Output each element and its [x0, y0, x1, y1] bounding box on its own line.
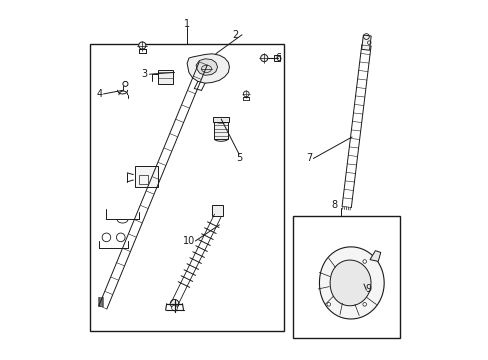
- Circle shape: [139, 42, 145, 49]
- Circle shape: [362, 302, 366, 306]
- Text: 2: 2: [232, 30, 238, 40]
- Text: 9: 9: [365, 284, 370, 294]
- Text: 6: 6: [275, 53, 281, 63]
- Text: 8: 8: [330, 200, 337, 210]
- Bar: [211, 205, 223, 216]
- Text: 1: 1: [183, 19, 190, 29]
- Bar: [135, 166, 158, 187]
- Bar: [99, 297, 100, 306]
- Bar: [139, 175, 148, 184]
- Text: 5: 5: [236, 153, 242, 163]
- Bar: [90, 44, 284, 330]
- Polygon shape: [196, 59, 217, 75]
- Polygon shape: [369, 251, 380, 261]
- Polygon shape: [329, 260, 370, 306]
- Circle shape: [260, 54, 267, 62]
- Bar: [101, 297, 102, 306]
- Bar: [158, 69, 173, 84]
- Circle shape: [171, 305, 177, 311]
- Text: 7: 7: [305, 153, 311, 163]
- Circle shape: [170, 300, 179, 308]
- Text: 10: 10: [183, 236, 195, 246]
- Polygon shape: [319, 247, 384, 319]
- Text: 3: 3: [141, 69, 147, 79]
- Circle shape: [326, 302, 330, 306]
- Polygon shape: [187, 54, 229, 83]
- Bar: [102, 297, 103, 306]
- Text: 4: 4: [96, 89, 102, 99]
- Bar: [361, 35, 370, 50]
- Bar: [274, 55, 280, 61]
- Bar: [98, 297, 99, 306]
- Circle shape: [243, 91, 249, 97]
- Bar: [214, 121, 227, 139]
- Circle shape: [362, 260, 366, 263]
- Bar: [212, 117, 229, 122]
- Bar: [292, 216, 400, 338]
